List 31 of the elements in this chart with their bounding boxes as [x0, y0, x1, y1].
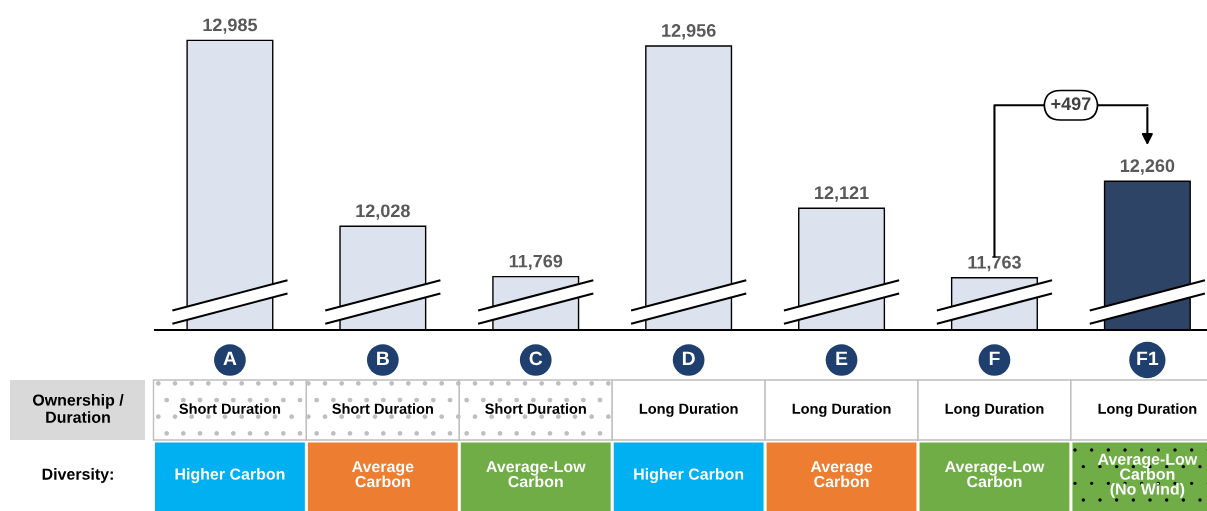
data-label: 11,769: [509, 254, 563, 271]
annotation: Long Duration: [945, 403, 1044, 417]
x-tick-label: F1: [1137, 351, 1159, 366]
data-label: 12,260: [1120, 159, 1175, 175]
text: Ownership / Duration: [32, 393, 124, 423]
annotation: Long Duration: [1098, 403, 1197, 417]
text: Diversity:: [42, 468, 113, 483]
x-tick-label: F: [989, 351, 1000, 366]
annotation: Average-Low Carbon: [945, 461, 1045, 488]
annotation: Short Duration: [179, 403, 281, 414]
annotation: Long Duration: [639, 403, 738, 417]
annotation: Higher Carbon: [175, 468, 285, 483]
annotation: Long Duration: [792, 403, 891, 417]
data-label: 12,956: [662, 24, 716, 40]
x-tick-label: E: [836, 351, 848, 366]
x-tick-label: B: [377, 351, 389, 366]
annotation: Short Duration: [485, 403, 586, 414]
data-label: 12,028: [356, 204, 410, 220]
annotation: Average Carbon: [352, 461, 414, 488]
x-tick-label: C: [529, 351, 543, 366]
data-label: 11,763: [968, 255, 1021, 272]
annotation: +497: [1051, 97, 1091, 111]
x-tick-label: D: [682, 351, 695, 366]
x-tick-label: A: [223, 351, 237, 366]
data-label: 12,985: [203, 18, 258, 34]
annotation: Average-Low Carbon: [486, 461, 586, 488]
annotation: Average-Low Carbon (No Wind): [1097, 453, 1198, 498]
annotation: Average Carbon: [810, 461, 873, 488]
annotation: Short Duration: [332, 403, 433, 414]
annotation: Higher Carbon: [634, 468, 744, 483]
data-label: 12,121: [815, 186, 869, 202]
